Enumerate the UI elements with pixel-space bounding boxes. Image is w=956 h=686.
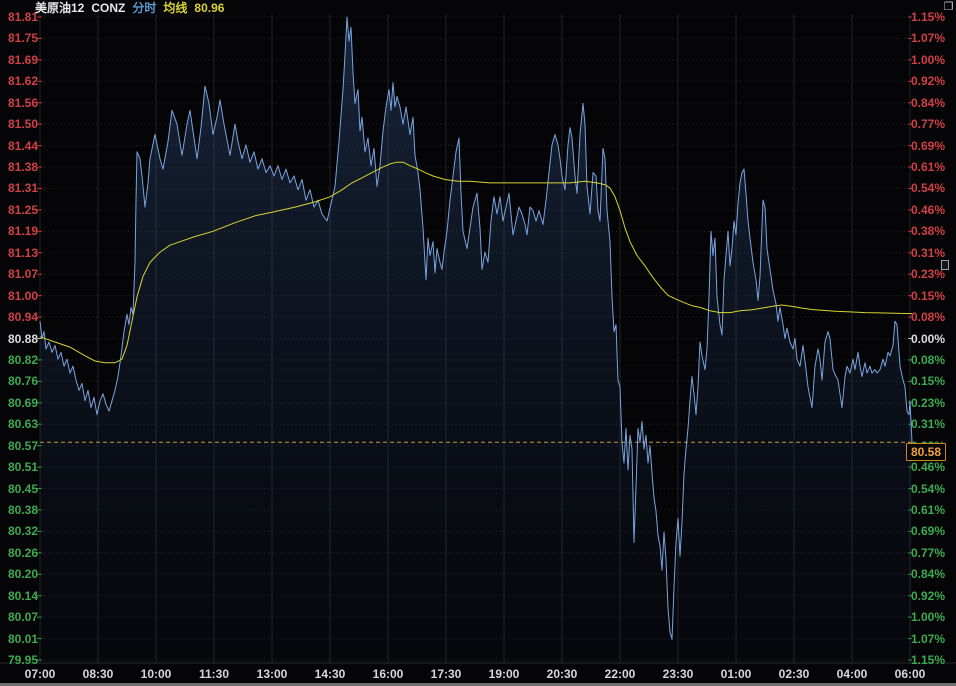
percent-axis-label: 1.00% [911,610,946,625]
percent-axis-label: 0.38% [911,224,946,239]
price-axis-label: 80.69 [7,395,38,410]
price-axis-label: 80.94 [7,310,38,325]
percent-axis-label: 0.15% [911,374,946,389]
percent-axis-label: 0.61% [911,502,946,517]
percent-axis-label: 0.31% [911,245,946,260]
price-axis-label: 81.56 [7,95,38,110]
price-axis-label: 80.07 [7,610,38,625]
percent-axis-label: 0.31% [911,417,946,432]
price-axis-label: 81.75 [7,31,38,46]
time-axis-label: 08:30 [82,667,114,681]
price-axis-label: 81.19 [7,224,38,239]
percent-axis-label: 0.08% [911,352,946,367]
ma-value: 80.96 [194,1,225,15]
time-axis-label: 01:00 [720,667,752,681]
percent-axis-label: 0.92% [911,74,946,89]
percent-axis-label: 0.08% [911,310,946,325]
percent-axis-label: 0.84% [911,567,946,582]
percent-axis-label: 0.54% [911,181,946,196]
time-axis-label: 16:00 [372,667,404,681]
time-axis-label: 23:30 [662,667,694,681]
time-axis-label: 07:00 [24,667,56,681]
percent-axis-label: 0.46% [911,202,946,217]
price-axis-label: 80.57 [7,438,38,453]
price-axis-label: 81.44 [7,138,38,153]
horizontal-scrollbar[interactable] [0,683,956,686]
time-axis-label: 06:00 [894,667,926,681]
price-axis-label: 81.31 [7,181,38,196]
axis-handle-icon[interactable] [941,260,949,270]
minute-line-area-fill [40,17,912,663]
restore-window-icon[interactable]: ❐ [943,1,954,13]
price-axis-label: 80.14 [7,588,38,603]
price-axis-label: 80.26 [7,545,38,560]
percent-axis-label: 1.07% [911,631,946,646]
percent-axis-label: 0.77% [911,545,946,560]
time-axis-label: 13:00 [256,667,288,681]
period-label[interactable]: 分时 [132,1,157,15]
price-axis-label: 80.01 [7,631,38,646]
percent-axis-label: 1.15% [911,653,946,667]
percent-axis-label: 1.15% [911,10,946,24]
percent-axis-label: 0.15% [911,288,946,303]
price-axis-label: 80.76 [7,374,38,389]
time-axis-label: 20:30 [546,667,578,681]
price-axis-label: 81.00 [7,288,38,303]
percent-axis-label: 0.00% [911,331,946,346]
percent-axis-label: 0.84% [911,95,946,110]
percent-axis-label: 0.61% [911,160,946,175]
percent-axis-label: 0.23% [911,267,946,282]
minute-price-line [39,16,913,640]
price-axis-label: 81.38 [7,160,38,175]
symbol-name: 美原油12 [35,1,85,15]
percent-axis-label: 0.92% [911,588,946,603]
time-axis-label: 14:30 [314,667,346,681]
current-price-tag: 80.58 [906,443,947,462]
percent-axis-label: 0.69% [911,524,946,539]
percent-axis-label: 0.46% [911,460,946,475]
percent-axis-label: 0.23% [911,395,946,410]
percent-axis-label: 1.07% [911,31,946,46]
price-axis-label: 80.20 [7,567,38,582]
price-axis-label: 80.82 [7,352,38,367]
price-axis-label: 81.13 [7,245,38,260]
price-axis-label: 81.07 [7,267,38,282]
price-axis-label: 80.63 [7,417,38,432]
percent-axis-label: 0.77% [911,117,946,132]
price-axis-label: 81.50 [7,117,38,132]
price-axis-label: 80.88 [7,331,38,346]
symbol-code: CONZ [91,1,126,15]
percent-axis-label: 0.54% [911,481,946,496]
time-axis-label: 22:00 [604,667,636,681]
ma-label: 均线 [163,1,188,15]
percent-axis-label: 0.69% [911,138,946,153]
price-axis-label: 81.62 [7,74,38,89]
price-axis-label: 79.95 [7,653,38,667]
time-axis-label: 04:00 [836,667,868,681]
time-axis-label: 19:00 [488,667,520,681]
time-axis-label: 10:00 [140,667,172,681]
price-axis-label: 80.51 [7,460,38,475]
price-axis-label: 81.25 [7,202,38,217]
ma-line [39,161,913,364]
time-axis-label: 02:30 [778,667,810,681]
time-axis-label: 17:30 [430,667,462,681]
price-axis-label: 80.32 [7,524,38,539]
chart-title: 美原油12 CONZ 分时 均线 80.96 [35,1,224,15]
price-axis-label: 81.69 [7,52,38,67]
time-axis-label: 11:30 [198,667,230,681]
percent-axis-label: 1.00% [911,52,946,67]
price-axis-label: 81.81 [7,10,38,24]
price-axis-label: 80.38 [7,502,38,517]
price-axis-label: 80.45 [7,481,38,496]
